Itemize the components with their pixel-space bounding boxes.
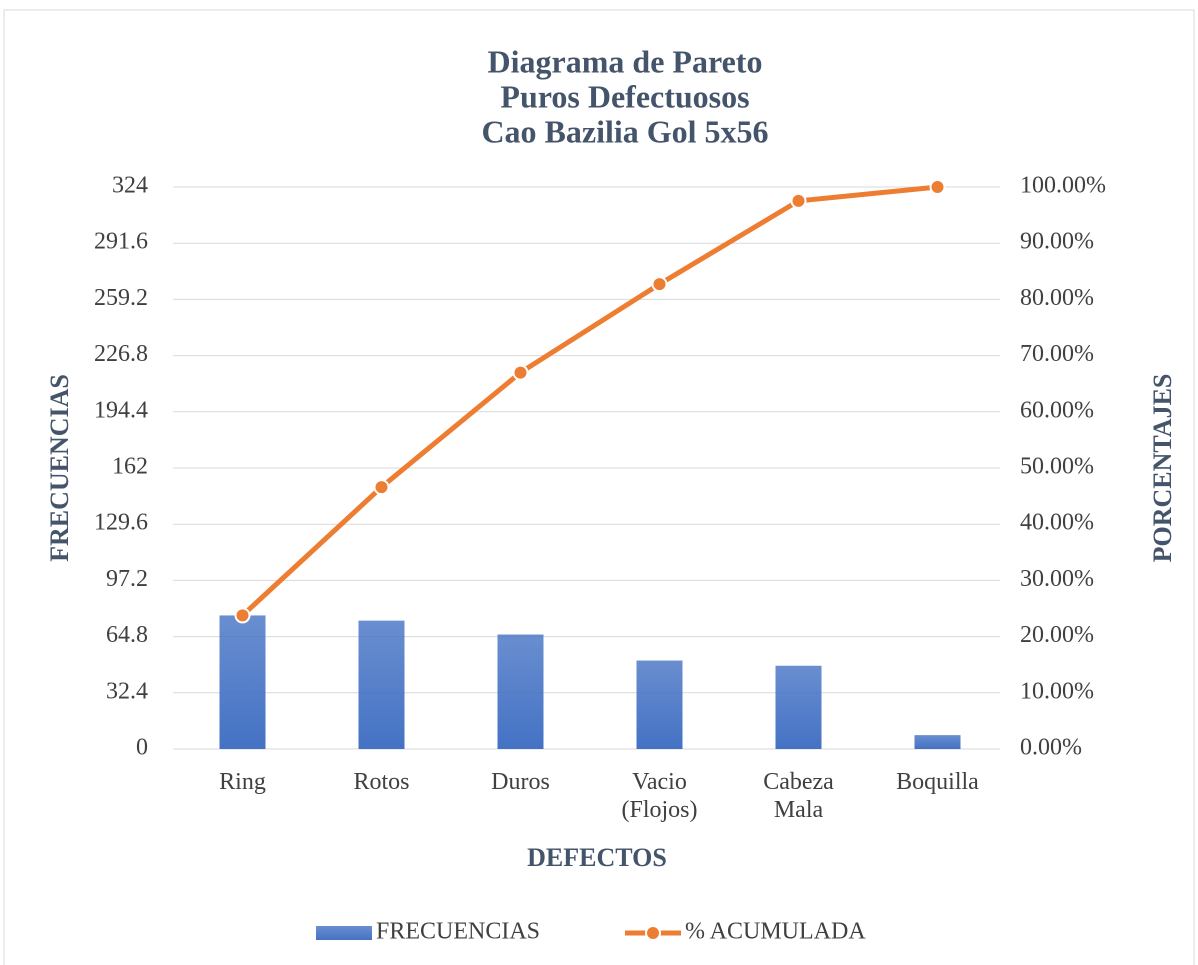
y-tick-label: 97.2 (106, 566, 148, 592)
line-marker (929, 179, 946, 195)
x-tick-label: Rotos (353, 769, 410, 795)
y-tick-label: 162 (112, 454, 148, 480)
line-marker (790, 192, 807, 209)
legend-swatch (316, 926, 372, 940)
y2-tick-label: 30.00% (1020, 566, 1094, 592)
bar (775, 665, 822, 749)
line-marker (651, 276, 668, 293)
x-tick-label: Ring (219, 769, 266, 795)
y2-axis-label: PORCENTAJES (1148, 374, 1177, 563)
x-tick-label: Boquilla (896, 769, 979, 795)
line-marker (512, 364, 529, 381)
y2-tick-label: 70.00% (1020, 341, 1094, 367)
y-tick-label: 226.8 (94, 341, 148, 367)
y2-tick-label: 0.00% (1020, 735, 1082, 761)
y2-tick-label: 100.00% (1020, 173, 1106, 199)
chart-border (3, 9, 1195, 965)
y-tick-label: 32.4 (106, 678, 148, 704)
y-tick-label: 0 (136, 735, 148, 761)
y-tick-label: 64.8 (106, 622, 148, 648)
legend-swatch (645, 925, 661, 941)
y2-tick-label: 20.00% (1020, 622, 1094, 648)
bar (914, 735, 961, 749)
chart-title: Diagrama de Pareto (488, 43, 763, 79)
bar (497, 634, 544, 749)
chart-title: Puros Defectuosos (500, 78, 749, 114)
y2-tick-label: 80.00% (1020, 285, 1094, 311)
x-tick-label: Cabeza Mala (763, 769, 834, 823)
line-marker (234, 607, 251, 624)
bar (358, 620, 405, 749)
y-tick-label: 259.2 (94, 285, 148, 311)
line-marker (373, 479, 390, 496)
y2-tick-label: 10.00% (1020, 678, 1094, 704)
y2-tick-label: 60.00% (1020, 397, 1094, 423)
y-tick-label: 194.4 (94, 397, 148, 423)
y-tick-label: 324 (112, 173, 148, 199)
y-axis-label: FRECUENCIAS (45, 374, 74, 562)
x-tick-label: Vacio (Flojos) (621, 769, 698, 823)
bar (636, 660, 683, 749)
y2-tick-label: 40.00% (1020, 510, 1094, 536)
x-axis-label: DEFECTOS (527, 843, 667, 872)
y-tick-label: 291.6 (94, 229, 148, 255)
y2-tick-label: 50.00% (1020, 454, 1094, 480)
line (240, 184, 938, 618)
legend-label: % ACUMULADA (685, 919, 866, 945)
chart-title: Cao Bazilia Gol 5x56 (481, 113, 768, 149)
bar (219, 615, 266, 749)
y2-tick-label: 90.00% (1020, 229, 1094, 255)
legend-label: FRECUENCIAS (376, 919, 540, 945)
y-tick-label: 129.6 (94, 510, 148, 536)
x-tick-label: Duros (491, 769, 550, 795)
